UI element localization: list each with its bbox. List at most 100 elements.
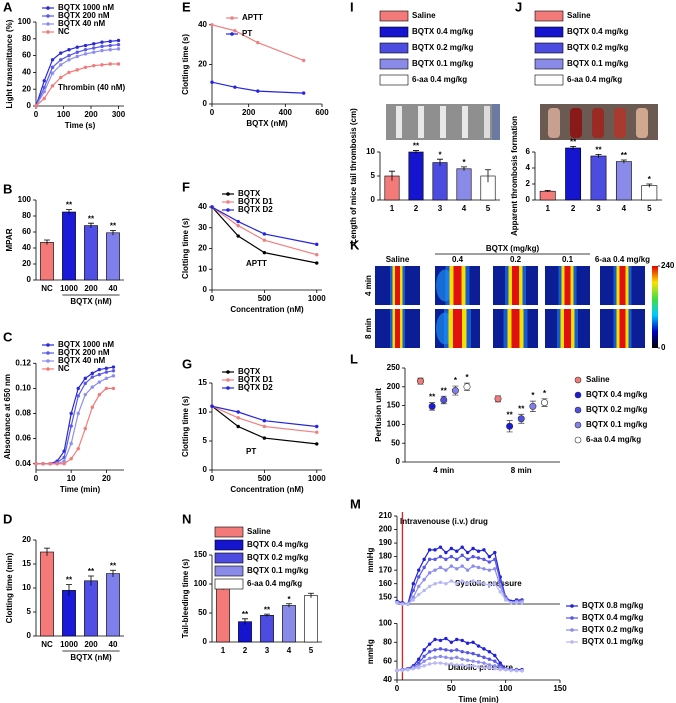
legend-marker — [46, 367, 50, 371]
series-line — [211, 81, 304, 94]
x-tick-label: 100 — [57, 110, 71, 119]
y-tick-label: 0 — [203, 637, 208, 646]
panel-label: L — [350, 351, 358, 366]
data-point — [50, 71, 55, 75]
y-tick-label: 0 — [396, 457, 401, 466]
legend-label: BQTX D1 — [238, 375, 273, 384]
data-point — [455, 655, 459, 660]
legend-label: BQTX 40 nM — [58, 19, 105, 28]
data-point — [465, 658, 470, 662]
data-point — [422, 648, 426, 652]
flow-core — [564, 266, 571, 305]
column-label: 6-aa 0.4 mg/kg — [595, 255, 650, 264]
data-point — [100, 63, 104, 67]
data-point — [67, 48, 71, 52]
data-point — [100, 48, 104, 53]
data-point — [427, 642, 432, 646]
legend-label: BQTX 0.4 mg/kg — [582, 613, 643, 622]
data-point — [444, 550, 448, 555]
legend-swatch — [379, 42, 409, 54]
data-point — [116, 62, 121, 66]
legend-marker — [46, 351, 50, 355]
data-point — [444, 581, 448, 586]
legend-label: BQTX 0.2 mg/kg — [567, 43, 628, 52]
data-point — [395, 600, 399, 605]
x-tick-label: 200 — [84, 640, 98, 649]
data-point — [438, 661, 443, 665]
data-point — [493, 666, 497, 671]
data-point — [111, 365, 116, 369]
y-tick-label: 50 — [198, 608, 207, 617]
error-bar — [264, 613, 270, 617]
data-point — [417, 575, 421, 579]
data-point — [411, 598, 415, 602]
colorbar — [652, 266, 658, 348]
y-axis-label: Clotting time (min) — [5, 552, 14, 623]
data-point — [411, 595, 415, 599]
significance: ** — [507, 411, 514, 420]
data-point — [417, 661, 421, 665]
x-tick-label: 10 — [67, 474, 76, 483]
y-tick-label: 40 — [22, 68, 31, 77]
data-point — [540, 399, 548, 407]
panel-label: A — [3, 0, 13, 14]
data-point — [210, 23, 214, 27]
data-point — [444, 662, 448, 666]
data-point — [438, 565, 443, 570]
data-point — [100, 44, 104, 49]
group-label: BQTX (mg/kg) — [486, 244, 540, 253]
data-point — [455, 557, 459, 562]
data-point — [482, 557, 486, 562]
data-point — [236, 410, 240, 414]
significance: * — [531, 391, 535, 400]
y-tick-label: 100 — [18, 195, 32, 204]
x-tick-label: 3 — [596, 204, 601, 213]
data-point — [97, 392, 102, 397]
significance: * — [462, 158, 466, 167]
data-point — [411, 666, 415, 671]
data-point — [493, 567, 497, 571]
x-axis-label: Concentration (nM) — [230, 485, 304, 494]
x-tick-label: 500 — [258, 294, 272, 303]
flow-core — [453, 266, 462, 305]
x-tick-label: 5 — [647, 204, 652, 213]
data-point — [440, 396, 448, 404]
data-point — [116, 38, 121, 43]
x-tick-label: 100 — [499, 684, 513, 693]
column-label: 0.2 — [510, 255, 522, 264]
bar — [456, 168, 472, 201]
y-tick-label: 0 — [27, 101, 32, 110]
data-point — [427, 571, 432, 575]
legend-label: Saline — [412, 11, 436, 20]
legend-label: BQTX 0.4 mg/kg — [586, 390, 647, 399]
error-bar — [110, 569, 116, 577]
annotation: APTT — [246, 259, 267, 268]
significance: ** — [621, 151, 628, 160]
data-point — [50, 65, 55, 70]
x-tick-label: 200 — [84, 284, 98, 293]
data-point — [262, 238, 267, 242]
data-point — [449, 649, 454, 653]
data-point — [460, 579, 464, 583]
data-point — [482, 647, 486, 651]
data-point — [438, 647, 443, 651]
y-axis-label: Absorbance at 650 nm — [3, 374, 12, 459]
error-bar — [66, 584, 72, 597]
data-point — [514, 668, 519, 673]
legend-marker — [46, 14, 50, 18]
data-point — [256, 40, 260, 45]
y-tick-label: 0.12 — [15, 358, 31, 367]
x-tick-label: 4 — [287, 646, 292, 655]
x-tick-label: 0 — [210, 294, 215, 303]
x-tick-label: 4 — [462, 204, 467, 213]
x-tick-label: 2 — [571, 204, 576, 213]
series-line — [211, 206, 317, 264]
legend-swatch — [214, 526, 244, 538]
data-point — [455, 637, 459, 642]
data-point — [83, 426, 87, 431]
y-tick-label: 0.08 — [15, 409, 31, 418]
error-bar — [44, 239, 50, 245]
flow-core — [564, 309, 571, 348]
data-point — [411, 581, 415, 586]
data-point — [438, 638, 443, 643]
